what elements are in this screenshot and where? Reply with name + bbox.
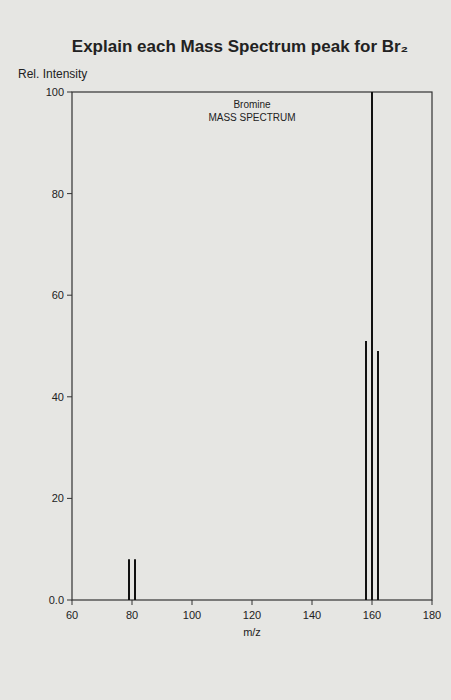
y-tick-label: 20 [52,492,64,504]
x-tick [312,600,313,605]
x-tick [192,600,193,605]
x-tick-label: 160 [363,609,381,621]
x-tick [432,600,433,605]
x-tick [72,600,73,605]
peak [134,559,136,600]
x-tick-label: 100 [183,609,201,621]
chart-title: Bromine [233,99,271,110]
x-tick-label: 180 [423,609,441,621]
chart-subtitle: MASS SPECTRUM [208,112,295,123]
y-tick [67,193,72,194]
y-tick [67,295,72,296]
x-tick-label: 120 [243,609,261,621]
x-tick-label: 140 [303,609,321,621]
y-tick-label: 40 [52,391,64,403]
x-tick-label: 80 [126,609,138,621]
peaks [129,92,378,600]
peak [371,92,373,600]
chart: Explain each Mass Spectrum peak for Br₂ R… [0,0,451,700]
x-tick [132,600,133,605]
peak [365,341,367,600]
y-tick [67,498,72,499]
plot-frame [72,92,432,600]
y-tick [67,92,72,93]
y-tick-label: 100 [46,86,64,98]
heading: Explain each Mass Spectrum peak for Br₂ [72,37,408,56]
x-tick [372,600,373,605]
peak [377,351,379,600]
x-tick-label: 60 [66,609,78,621]
y-axis-label: Rel. Intensity [18,67,87,81]
x-axis-label: m/z [243,626,261,638]
y-tick-label: 60 [52,289,64,301]
y-tick [67,396,72,397]
y-tick-label: 80 [52,188,64,200]
y-tick [67,600,72,601]
x-tick [252,600,253,605]
peak [128,559,130,600]
y-tick-label: 0.0 [49,594,64,606]
